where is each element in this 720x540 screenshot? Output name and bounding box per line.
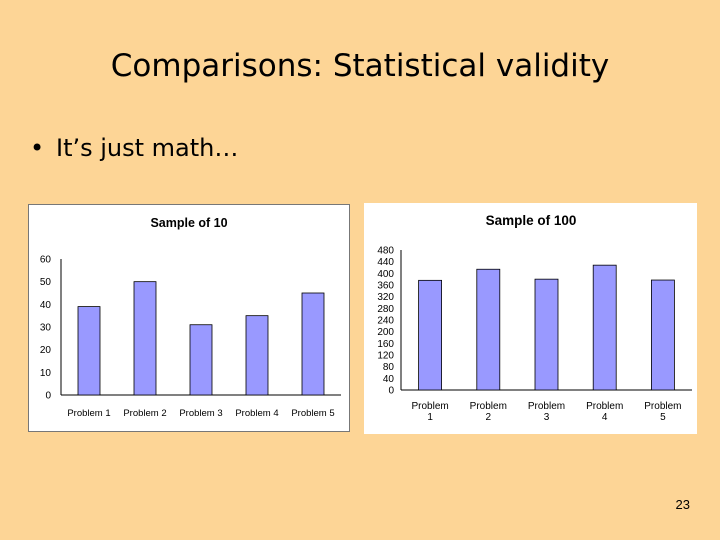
chart-sample-of-10-svg: Sample of 10 0 10 20 30 40 50 60 Problem 1 Proble…: [40, 216, 341, 419]
bullet-marker: •: [30, 134, 45, 162]
x-tick-label: 1: [427, 412, 433, 423]
bullet-text: It’s just math…: [56, 134, 239, 162]
bar: [476, 268, 501, 391]
chart-title: Sample of 10: [150, 216, 227, 230]
x-tick-label: Problem 3: [179, 408, 222, 419]
bar: [534, 278, 559, 391]
x-tick-label: Problem: [470, 401, 507, 412]
y-tick-label: 80: [383, 362, 395, 373]
y-tick-label: 30: [40, 323, 52, 334]
bullet-item: • It’s just math…: [30, 134, 238, 162]
y-tick-label: 280: [377, 304, 394, 315]
y-tick-label: 0: [388, 386, 394, 397]
chart-sample-of-100: Sample of 100 0 40 80 120 160 200 240 280 320 360 4…: [364, 203, 697, 434]
x-tick-label: Problem: [411, 401, 448, 412]
x-tick-label: Problem 5: [291, 408, 334, 419]
y-tick-label: 60: [40, 255, 52, 266]
x-tick-label: 5: [660, 412, 666, 423]
x-tick-label: 4: [602, 412, 608, 423]
bar: [301, 292, 325, 396]
y-tick-label: 10: [40, 368, 52, 379]
y-tick-label: 440: [377, 257, 394, 268]
x-tick-label: Problem: [528, 401, 565, 412]
chart-sample-of-100-svg: Sample of 100040801201602002402803203604…: [377, 213, 692, 423]
bar: [650, 279, 675, 391]
y-tick-label: 360: [377, 281, 394, 292]
y-tick-label: 160: [377, 339, 394, 350]
y-tick-label: 400: [377, 269, 394, 280]
y-tick-label: 0: [45, 391, 51, 402]
bar: [77, 306, 101, 396]
x-tick-label: Problem: [586, 401, 623, 412]
x-tick-label: 2: [486, 412, 492, 423]
y-tick-label: 40: [383, 374, 395, 385]
bar: [133, 281, 157, 396]
bar: [189, 324, 213, 396]
page-number: 23: [675, 497, 690, 512]
x-tick-label: Problem 2: [123, 408, 166, 419]
x-tick-label: Problem: [644, 401, 681, 412]
y-tick-label: 240: [377, 316, 394, 327]
y-tick-label: 50: [40, 277, 52, 288]
y-tick-label: 40: [40, 300, 52, 311]
slide-title: Comparisons: Statistical validity: [110, 48, 610, 84]
chart-title: Sample of 100: [486, 213, 577, 228]
y-tick-label: 20: [40, 345, 52, 356]
y-tick-label: 120: [377, 351, 394, 362]
y-tick-label: 320: [377, 292, 394, 303]
x-tick-label: 3: [544, 412, 550, 423]
y-tick-label: 200: [377, 327, 394, 338]
bar: [245, 315, 269, 396]
bar: [592, 264, 617, 391]
chart-sample-of-10: Sample of 10 0 10 20 30 40 50 60 Problem 1 Proble…: [28, 204, 350, 432]
x-tick-label: Problem 1: [67, 408, 110, 419]
x-tick-label: Problem 4: [235, 408, 278, 419]
bar: [418, 279, 442, 391]
y-tick-label: 480: [377, 246, 394, 257]
